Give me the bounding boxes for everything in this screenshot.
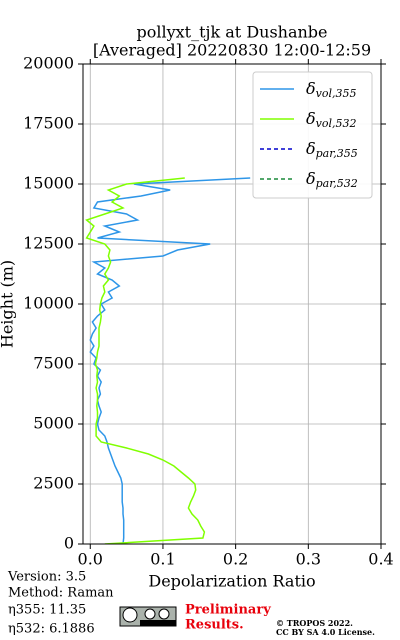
profile-line	[89, 177, 251, 544]
legend-label: δvol,532	[306, 109, 357, 131]
y-axis-label: Height (m)	[0, 260, 17, 348]
x-tick-label: 0.2	[223, 550, 248, 569]
notice-text: Preliminary	[185, 603, 271, 618]
notice-text: Results.	[185, 618, 244, 633]
license-logo	[119, 606, 177, 627]
info-text: Method: Raman	[8, 586, 114, 601]
info-text: η355: 11.35	[8, 603, 86, 618]
chart-title: pollyxt_tjk at Dushanbe	[136, 23, 327, 42]
y-tick-label: 15000	[23, 174, 74, 193]
plot-frame	[82, 63, 382, 545]
y-tick-label: 12500	[23, 234, 74, 253]
info-text: Version: 3.5	[7, 570, 86, 585]
info-text: η532: 6.1886	[8, 622, 95, 637]
legend-label: δpar,532	[306, 169, 358, 191]
y-tick-label: 2500	[33, 474, 74, 493]
x-tick-label: 0.3	[296, 550, 321, 569]
y-tick-label: 17500	[23, 114, 74, 133]
x-tick-label: 0.1	[150, 550, 175, 569]
y-tick-label: 5000	[33, 414, 74, 433]
copyright-text: © TROPOS 2022.	[276, 618, 353, 628]
legend-box	[252, 71, 373, 199]
y-tick-label: 7500	[33, 354, 74, 373]
copyright-text: CC BY SA 4.0 License.	[276, 627, 375, 637]
y-tick-label: 10000	[23, 294, 74, 313]
y-tick-label: 20000	[23, 54, 74, 73]
x-tick-label: 0.0	[78, 550, 103, 569]
legend-label: δpar,355	[306, 139, 358, 161]
chart-subtitle: [Averaged] 20220830 12:00-12:59	[93, 41, 371, 60]
x-tick-label: 0.4	[368, 550, 393, 569]
x-axis-label: Depolarization Ratio	[148, 572, 315, 591]
profile-line	[85, 177, 206, 544]
legend-label: δvol,355	[306, 79, 357, 101]
y-tick-label: 0	[64, 534, 74, 553]
